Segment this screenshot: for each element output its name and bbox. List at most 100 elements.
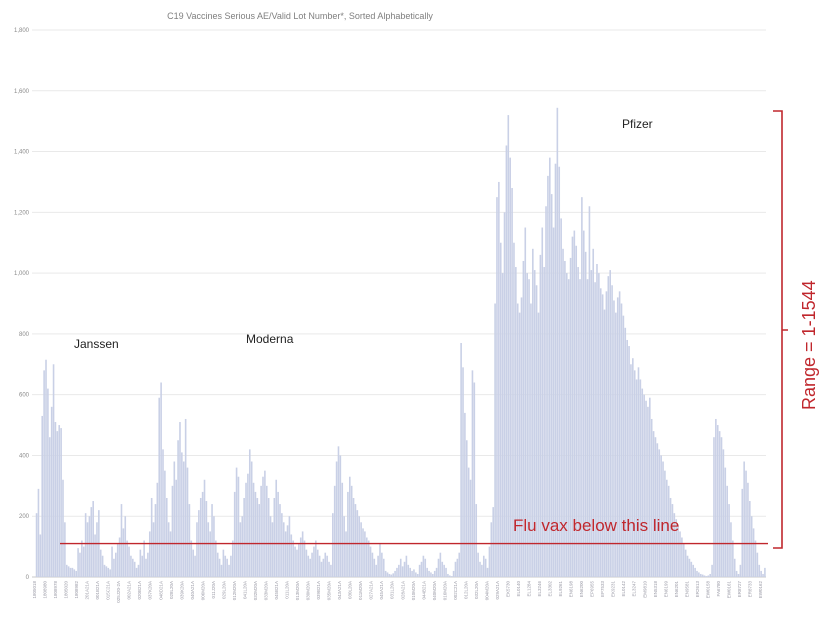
bar (581, 197, 583, 577)
bar (107, 567, 110, 577)
bar (301, 531, 304, 577)
bar (632, 358, 634, 577)
x-tick-label: 044B21A (421, 581, 426, 600)
bar (584, 251, 587, 577)
bar (364, 531, 366, 577)
bar (654, 437, 657, 577)
bar (145, 558, 147, 577)
bar (509, 157, 511, 577)
y-tick-label: 400 (19, 453, 30, 459)
bar (558, 166, 561, 577)
y-tick-label: 1,600 (14, 89, 30, 95)
bar (209, 531, 211, 577)
bar (475, 504, 478, 577)
bar (390, 574, 393, 577)
bar (450, 576, 453, 577)
bar (45, 359, 47, 577)
x-tick-label: ER8727 (737, 581, 742, 598)
bar (665, 479, 668, 577)
bar (613, 300, 615, 577)
bar (682, 543, 685, 577)
bar (726, 485, 728, 577)
x-tick-label: 011L20A (285, 581, 290, 599)
bar (620, 303, 623, 577)
bar (377, 555, 379, 577)
bar (245, 482, 247, 577)
bar (469, 479, 472, 577)
bar (479, 561, 481, 577)
bar (573, 230, 576, 577)
bar (616, 297, 619, 577)
x-tick-label: 1805020 (64, 581, 69, 599)
bar (226, 558, 228, 577)
bar (37, 488, 40, 577)
bar (732, 540, 734, 577)
bar (416, 573, 419, 577)
x-tick-label: 033M20A (264, 581, 269, 600)
bar (286, 525, 289, 577)
bar (686, 555, 689, 577)
bar (664, 470, 666, 577)
bar (148, 531, 151, 577)
bar (396, 567, 398, 577)
bar (205, 501, 208, 577)
bar (733, 558, 736, 577)
x-tick-label: EL3246 (537, 581, 542, 597)
x-tick-label: 016M20A (442, 581, 447, 600)
y-axis-ticks: 0 200 400 600 800 1,000 1,200 1,400 1,600 1,800 (14, 28, 30, 581)
bar (739, 564, 742, 577)
bar (84, 513, 87, 577)
bar (52, 364, 55, 577)
bar (515, 267, 517, 577)
bar (67, 566, 70, 577)
bar (460, 343, 462, 577)
bar (379, 543, 381, 577)
x-tick-label: EK5730 (506, 581, 511, 598)
y-tick-label: 200 (19, 514, 30, 520)
x-tick-label: 030L20A (348, 581, 353, 599)
bar (554, 163, 557, 577)
group-label-moderna: Moderna (246, 332, 294, 346)
x-tick-label: 011M20A (358, 581, 363, 600)
bar (560, 218, 562, 577)
bar (292, 540, 294, 577)
range-annotation: Range = 1-1544 (799, 280, 819, 410)
bar (381, 552, 383, 577)
x-tick-label: EL1284 (527, 581, 532, 597)
bar (409, 567, 411, 577)
bar (467, 467, 470, 577)
bar (222, 549, 225, 577)
bar (649, 397, 651, 577)
bar (373, 558, 376, 577)
bar (599, 288, 602, 577)
bar (103, 564, 106, 577)
x-tick-label: EK9231 (611, 581, 616, 598)
bar (124, 516, 127, 577)
bar (369, 546, 372, 577)
bar (239, 522, 242, 577)
bar (118, 537, 121, 577)
bar (218, 558, 221, 577)
bar (188, 504, 191, 577)
bar (177, 440, 179, 577)
x-tick-label: 201A21A (85, 581, 90, 600)
bar (481, 564, 483, 577)
bar (745, 470, 747, 577)
bar (101, 555, 104, 577)
bar (250, 461, 253, 577)
bar (343, 516, 345, 577)
bar (618, 291, 621, 577)
x-tick-label: 1805018 (32, 581, 37, 599)
bar (248, 449, 251, 577)
bar (271, 522, 274, 577)
bar (194, 555, 196, 577)
bar (449, 575, 451, 577)
bar (596, 263, 598, 577)
bar (607, 276, 610, 577)
bar (333, 485, 336, 577)
bar (201, 491, 204, 577)
x-tick-label: 012M20A (232, 581, 237, 600)
bar (382, 558, 385, 577)
x-tick-label: 1808980 (43, 581, 48, 599)
